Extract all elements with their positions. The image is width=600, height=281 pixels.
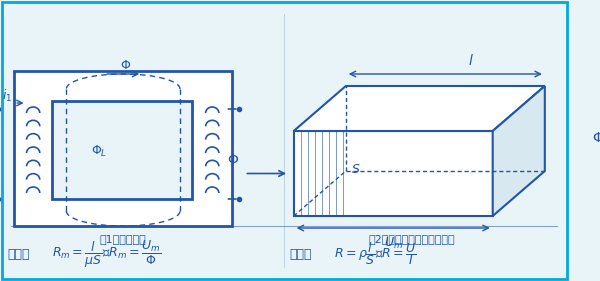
- Bar: [14, 71, 232, 226]
- Polygon shape: [493, 86, 545, 216]
- Text: $\Phi$: $\Phi$: [592, 131, 600, 145]
- Text: 磁阻：: 磁阻：: [8, 248, 30, 260]
- Bar: [52, 101, 193, 199]
- Text: $S$: $S$: [350, 163, 360, 176]
- Text: $R_m = \dfrac{l}{\mu S}$；$R_m = \dfrac{U_m}{\Phi}$: $R_m = \dfrac{l}{\mu S}$；$R_m = \dfrac{U…: [52, 239, 161, 269]
- Text: $\Phi_L$: $\Phi_L$: [91, 143, 107, 158]
- Text: $\Phi$: $\Phi$: [119, 59, 131, 72]
- Text: （2）一段长方形均匀磁路段: （2）一段长方形均匀磁路段: [369, 234, 455, 244]
- Text: $l$: $l$: [469, 53, 474, 68]
- Text: （1）铁芯磁路: （1）铁芯磁路: [100, 234, 146, 244]
- Text: 电阻：: 电阻：: [289, 248, 311, 260]
- Text: $R = \rho\dfrac{l}{S}$；$R = \dfrac{U}{I}$: $R = \rho\dfrac{l}{S}$；$R = \dfrac{U}{I}…: [334, 241, 416, 268]
- Text: $\Phi$: $\Phi$: [227, 153, 239, 167]
- Polygon shape: [294, 131, 493, 216]
- FancyBboxPatch shape: [2, 2, 566, 279]
- Text: $i_1$: $i_1$: [2, 88, 13, 104]
- Text: $U_m$: $U_m$: [383, 236, 403, 251]
- Polygon shape: [294, 86, 545, 131]
